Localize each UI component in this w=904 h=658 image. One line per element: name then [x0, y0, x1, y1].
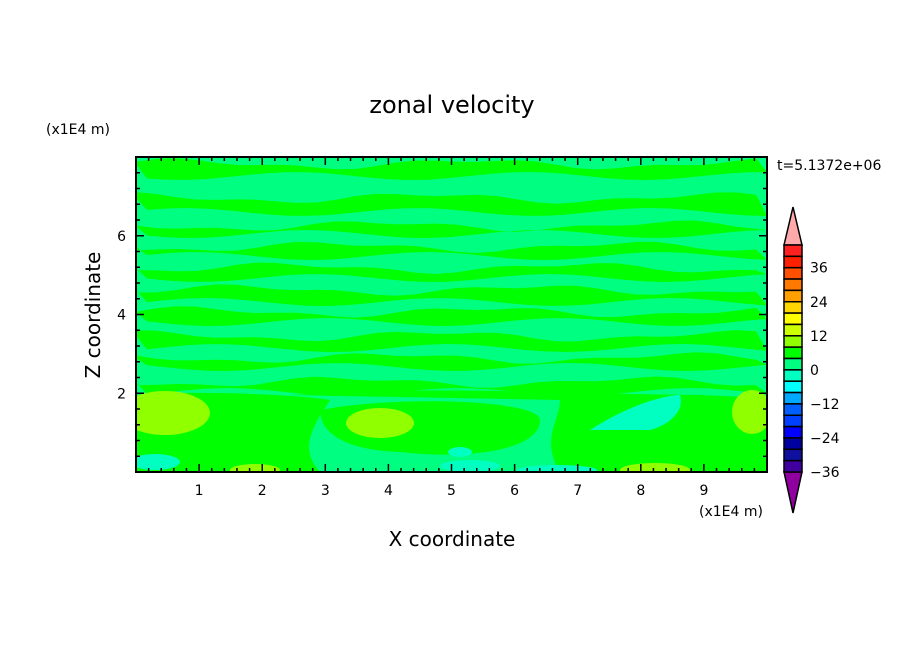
colorbar-swatch [783, 323, 803, 337]
colorbar-under-triangle [783, 471, 803, 514]
positive-band [136, 262, 767, 282]
colorbar-swatch [783, 244, 803, 258]
negative-blob [440, 460, 500, 472]
colorbar-swatch [783, 301, 803, 314]
colorbar-swatch [783, 380, 803, 394]
colorbar-swatch [783, 403, 803, 416]
positive-band [136, 284, 767, 306]
colorbar-swatch [783, 289, 803, 303]
negative-blob [517, 465, 597, 472]
y-unit-label: (x1E4 m) [46, 122, 110, 138]
negative-blob [590, 395, 681, 430]
colorbar-label: −12 [810, 397, 840, 413]
colorbar-swatch [783, 448, 803, 462]
y-tick-label: 4 [117, 308, 126, 324]
colorbar-label: −24 [810, 431, 840, 447]
x-tick-label: 6 [510, 483, 519, 499]
colorbar-swatch [783, 391, 803, 405]
positive-band [136, 241, 767, 260]
positive-blob [136, 391, 210, 435]
colorbar-swatch [783, 255, 803, 269]
colorbar-label: 0 [810, 363, 819, 379]
colorbar-swatch [783, 346, 803, 360]
axis-ticks: 1 2 3 4 5 6 7 8 9 2 4 6 [117, 156, 768, 499]
x-tick-label: 9 [699, 483, 708, 499]
x-tick-label: 8 [636, 483, 645, 499]
x-axis-label: X coordinate [389, 527, 516, 551]
colorbar-swatch [783, 369, 803, 382]
positive-band [136, 192, 767, 216]
x-tick-label: 3 [321, 483, 330, 499]
positive-band [136, 158, 767, 180]
colorbar-label: 24 [810, 295, 828, 311]
positive-blob [346, 408, 414, 438]
positive-blob [620, 463, 690, 472]
x-tick-label: 7 [573, 483, 582, 499]
x-tick-label: 5 [447, 483, 456, 499]
y-tick-label: 6 [117, 229, 126, 245]
positive-band [136, 306, 767, 326]
colorbar: 36 24 12 0 −12 −24 −36 [783, 206, 840, 514]
negative-blob [136, 454, 180, 470]
colorbar-swatch [783, 278, 803, 292]
y-axis-label: Z coordinate [81, 252, 105, 379]
colorbar-swatch [783, 312, 803, 326]
contour-field [136, 157, 767, 472]
colorbar-swatch [783, 425, 803, 439]
positive-band [136, 330, 767, 352]
positive-band [136, 376, 767, 396]
y-tick-label: 2 [117, 386, 126, 402]
x-tick-label: 1 [195, 483, 204, 499]
x-unit-label: (x1E4 m) [699, 504, 763, 520]
contour-bands [136, 158, 767, 472]
colorbar-swatch [783, 357, 803, 371]
colorbar-label: −36 [810, 465, 840, 481]
colorbar-swatch [783, 414, 803, 428]
colorbar-label: 12 [810, 329, 828, 345]
colorbar-swatch [783, 335, 803, 348]
chart-title: zonal velocity [369, 91, 534, 119]
colorbar-swatch [783, 459, 803, 473]
negative-blob [448, 447, 472, 457]
x-tick-label: 4 [384, 483, 393, 499]
positive-band [136, 352, 767, 371]
positive-blob [732, 390, 767, 434]
time-label: t=5.1372e+06 [777, 158, 881, 174]
x-tick-label: 2 [258, 483, 267, 499]
colorbar-swatch [783, 437, 803, 451]
colorbar-swatch [783, 266, 803, 280]
positive-band [136, 220, 767, 238]
positive-blob [230, 464, 280, 472]
colorbar-over-triangle [783, 206, 803, 246]
colorbar-label: 36 [810, 261, 828, 277]
